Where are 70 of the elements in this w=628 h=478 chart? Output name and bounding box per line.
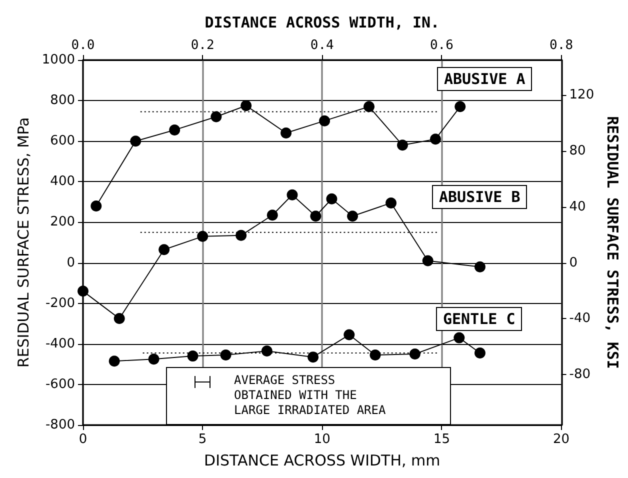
- annotation: ABUSIVE B: [432, 185, 528, 209]
- point: [474, 348, 486, 359]
- y2-tick-label: -80: [569, 367, 591, 382]
- point: [370, 350, 381, 361]
- annotation: AVERAGE STRESS OBTAINED WITH THE LARGE IRRADIATED AREA: [234, 373, 386, 418]
- x-tick-label: 0: [78, 432, 88, 447]
- y-tick-label: 0: [66, 255, 75, 270]
- point: [78, 286, 88, 297]
- point: [261, 345, 272, 356]
- point: [197, 230, 208, 242]
- y-tick-label: -200: [45, 296, 75, 311]
- point: [280, 128, 292, 138]
- y-tick-label: 400: [50, 174, 75, 190]
- point: [474, 261, 486, 272]
- y2-axis-title: RESIDUAL SURFACE STRESS, KSI: [604, 116, 622, 369]
- x2-axis-title: DISTANCE ACROSS WIDTH, IN.: [204, 14, 440, 32]
- x2-tick-label: 0.0: [71, 38, 95, 53]
- point: [397, 140, 408, 151]
- y-tick-label: -600: [45, 376, 75, 392]
- x2-tick-label: 0.2: [190, 38, 214, 53]
- point: [347, 210, 358, 222]
- y-tick-label: 200: [50, 214, 75, 230]
- point: [158, 244, 170, 256]
- x-tick-label: 15: [433, 432, 450, 447]
- point: [210, 111, 222, 122]
- point: [90, 200, 102, 212]
- y2-tick-label: 40: [569, 199, 586, 214]
- point: [308, 352, 319, 363]
- y-tick-label: 600: [50, 134, 75, 149]
- point: [409, 348, 420, 360]
- point: [266, 210, 278, 221]
- y-tick-label: 800: [50, 93, 75, 108]
- point: [286, 189, 298, 200]
- key-box: AVERAGE STRESS OBTAINED WITH THE LARGE IRRADIATED AREA: [166, 367, 451, 425]
- y-tick-label: -800: [45, 418, 75, 432]
- point: [386, 197, 397, 208]
- annotation: ABUSIVE A: [437, 67, 532, 91]
- point: [454, 101, 466, 112]
- x-tick-label: 10: [314, 432, 330, 447]
- point: [454, 332, 465, 344]
- x-tick-label: 5: [198, 432, 207, 447]
- annotation: GENTLE C: [436, 307, 522, 331]
- point: [108, 356, 120, 367]
- point: [220, 350, 232, 361]
- point: [326, 193, 338, 204]
- x2-tick-label: 0.8: [550, 38, 574, 53]
- y2-tick-label: 0: [569, 255, 578, 270]
- point: [319, 115, 330, 126]
- point: [114, 313, 125, 324]
- point: [130, 136, 142, 147]
- x-tick-label: 20: [553, 432, 570, 447]
- x-axis-title: DISTANCE ACROSS WIDTH, mm: [204, 452, 440, 470]
- point: [344, 329, 355, 340]
- point: [169, 124, 180, 136]
- point: [422, 255, 434, 266]
- y2-tick-label: -40: [569, 311, 591, 326]
- x2-tick-label: 0.6: [430, 38, 454, 53]
- point: [364, 101, 375, 112]
- point: [236, 230, 247, 241]
- y-axis-title: RESIDUAL SURFACE STRESS, MPa: [14, 117, 32, 368]
- point: [310, 210, 322, 222]
- x2-tick-label: 0.4: [310, 38, 334, 53]
- y-tick-label: -400: [45, 336, 75, 352]
- point: [187, 350, 198, 362]
- point: [148, 354, 160, 365]
- y2-tick-label: 80: [569, 143, 586, 158]
- y2-tick-label: 120: [569, 87, 594, 102]
- y-tick-label: 1000: [42, 52, 75, 68]
- point: [240, 100, 252, 112]
- point: [430, 134, 441, 145]
